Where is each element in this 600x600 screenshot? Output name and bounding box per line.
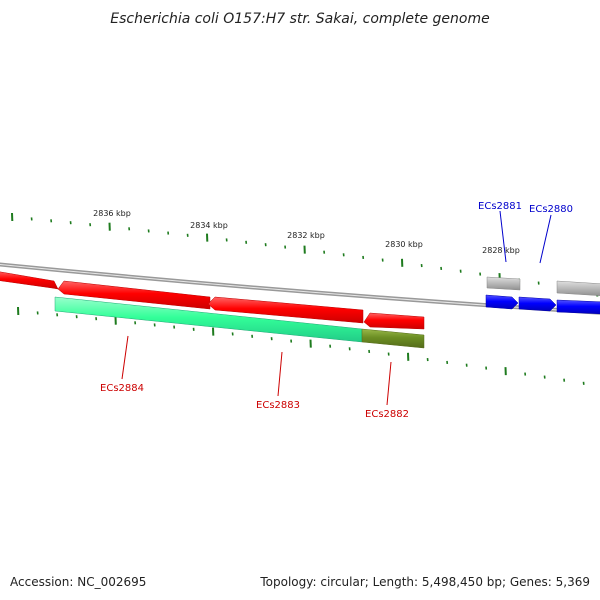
label-line-ecs2882 — [386, 361, 392, 406]
cog-bar-ecs2882[interactable] — [361, 328, 425, 349]
cds-ecs2885[interactable] — [0, 271, 59, 290]
scale-label-2832: 2832 kbp — [287, 231, 325, 240]
cds-ecs2880[interactable] — [518, 296, 557, 312]
gene-label-ecs2882[interactable]: ECs2882 — [365, 409, 409, 420]
scale-label-2834: 2834 kbp — [190, 221, 228, 230]
gene-label-ecs2884[interactable]: ECs2884 — [100, 383, 144, 394]
scale-label-2836: 2836 kbp — [93, 209, 131, 218]
cds-ecs2881[interactable] — [485, 294, 519, 310]
inner-scale-ticks — [17, 306, 585, 385]
misc-feature-ecs2879[interactable] — [556, 280, 600, 296]
scale-label-2828: 2828 kbp — [482, 246, 520, 255]
map-title: Escherichia coli O157:H7 str. Sakai, com… — [110, 11, 489, 27]
cds-ecs2882[interactable] — [363, 312, 425, 330]
label-line-ecs2883 — [277, 351, 283, 397]
label-line-ecs2884 — [121, 335, 129, 380]
gene-label-ecs2883[interactable]: ECs2883 — [256, 400, 300, 411]
gene-label-ecs2881[interactable]: ECs2881 — [478, 201, 522, 212]
cds-ecs2883[interactable] — [207, 296, 364, 324]
cds-ecs2879[interactable] — [556, 299, 600, 315]
scale-label-2830: 2830 kbp — [385, 240, 423, 249]
label-line-ecs2881 — [499, 210, 507, 263]
gene-label-ecs2880[interactable]: ECs2880 — [529, 204, 573, 215]
genome-summary-text: Topology: circular; Length: 5,498,450 bp… — [259, 575, 590, 589]
accession-text: Accession: NC_002695 — [10, 575, 146, 589]
misc-feature-ecs2881[interactable] — [486, 276, 521, 291]
label-line-ecs2880 — [539, 214, 552, 264]
